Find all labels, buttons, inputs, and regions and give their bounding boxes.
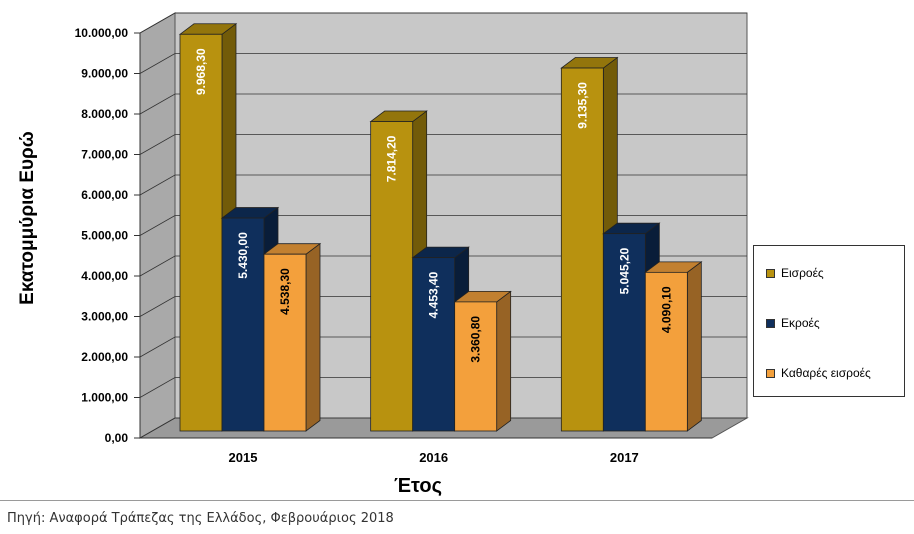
gridline [139, 174, 747, 196]
data-label-outflows-2015: 5.430,00 [236, 232, 250, 279]
bar-net-2017 [644, 271, 688, 432]
gridline [139, 215, 747, 236]
x-axis-title: Έτος [394, 475, 442, 497]
y-tick-label: 0,00 [105, 431, 129, 445]
y-tick-label: 8.000,00 [81, 107, 128, 121]
y-axis-title: Εκατομμύρια Ευρώ [17, 131, 38, 305]
y-tick-label: 7.000,00 [81, 148, 128, 162]
gridline [139, 93, 747, 115]
y-tick-label: 5.000,00 [81, 229, 128, 243]
x-tick-label-2016: 2016 [419, 450, 448, 465]
bar-inflows-2017 [560, 67, 604, 432]
legend-label-inflows: Εισροές [781, 266, 824, 280]
gridline [139, 12, 747, 34]
bar-inflows-2015 [179, 33, 223, 432]
legend-item-outflows: Εκροές [766, 316, 820, 330]
data-label-net-2015: 4.538,30 [278, 268, 292, 315]
bar-net-2015 [263, 253, 307, 432]
gridline [139, 255, 747, 277]
y-tick-label: 2.000,00 [81, 350, 128, 364]
y-tick-label: 6.000,00 [81, 188, 128, 202]
data-label-net-2017: 4.090,10 [659, 286, 673, 333]
legend-item-net: Καθαρές εισροές [766, 366, 871, 380]
legend-label-outflows: Εκροές [781, 316, 820, 330]
legend-swatch-inflows [766, 268, 775, 278]
x-tick-label-2017: 2017 [610, 450, 639, 465]
bar-chart: 0,00 1.000,00 2.000,00 3.000,00 4.000,00 5.00… [17, 12, 749, 497]
legend-swatch-net [766, 368, 775, 378]
divider-line [0, 500, 914, 501]
legend: Εισροές Εκροές Καθαρές εισροές [753, 245, 905, 397]
gridline [139, 134, 747, 155]
data-label-inflows-2017: 9.135,30 [575, 82, 589, 129]
data-label-outflows-2017: 5.045,20 [617, 247, 631, 294]
y-tick-label: 1.000,00 [81, 391, 128, 405]
y-tick-label: 10.000,00 [75, 26, 129, 40]
bar-outflows-2016 [412, 257, 456, 432]
data-label-inflows-2016: 7.814,20 [385, 135, 399, 182]
bar-side-net-2017 [686, 261, 702, 432]
source-note: Πηγή: Αναφορά Τράπεζας της Ελλάδος, Φεβρ… [7, 511, 394, 526]
gridline [139, 296, 747, 317]
gridline [139, 53, 747, 74]
bar-side-net-2015 [305, 242, 321, 432]
bar-outflows-2017 [602, 233, 646, 432]
y-tick-label: 4.000,00 [81, 269, 128, 283]
x-tick-label-2015: 2015 [229, 450, 258, 465]
gridline [139, 377, 747, 398]
y-tick-label: 9.000,00 [81, 67, 128, 81]
bar-net-2016 [454, 301, 498, 432]
gridline [139, 417, 747, 439]
bar-outflows-2015 [221, 217, 265, 432]
legend-swatch-outflows [766, 318, 775, 328]
legend-label-net: Καθαρές εισροές [781, 366, 871, 380]
bar-side-net-2016 [496, 290, 512, 432]
data-label-inflows-2015: 9.968,30 [194, 48, 208, 95]
gridline [139, 336, 747, 358]
data-label-net-2016: 3.360,80 [469, 316, 483, 363]
y-tick-label: 3.000,00 [81, 310, 128, 324]
data-label-outflows-2016: 4.453,40 [427, 271, 441, 318]
legend-item-inflows: Εισροές [766, 266, 824, 280]
